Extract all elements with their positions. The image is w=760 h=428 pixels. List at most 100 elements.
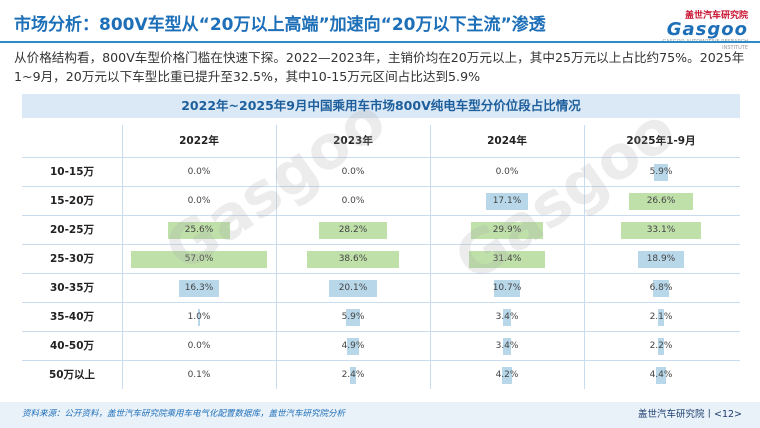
share-bar bbox=[655, 367, 667, 384]
data-cell: 4.9% bbox=[276, 332, 430, 361]
page-number: 盖世汽车研究院丨<12> bbox=[637, 409, 742, 420]
share-bar bbox=[658, 309, 664, 326]
table-row: 50万以上 0.1% 2.4% 4.2% 4.4% bbox=[22, 360, 740, 390]
data-cell: 31.4% bbox=[430, 245, 584, 274]
row-label: 30-35万 bbox=[49, 282, 95, 294]
data-cell: 5.9% bbox=[276, 303, 430, 332]
data-cell: 2.1% bbox=[584, 303, 738, 332]
column-divider bbox=[122, 125, 123, 389]
share-value: 17.1% bbox=[492, 196, 522, 206]
share-bar bbox=[501, 367, 513, 384]
data-cell: 16.3% bbox=[122, 274, 276, 303]
data-cell: 2.2% bbox=[584, 332, 738, 361]
share-value: 0.1% bbox=[187, 370, 211, 380]
share-value: 6.8% bbox=[649, 283, 673, 293]
share-bar bbox=[130, 251, 268, 268]
share-value: 0.0% bbox=[495, 167, 519, 177]
share-value: 57.0% bbox=[184, 254, 214, 264]
data-cell: 17.1% bbox=[430, 187, 584, 216]
data-cell: 4.2% bbox=[430, 361, 584, 390]
share-bar bbox=[350, 367, 356, 384]
table-row: 35-40万 1.0% 5.9% 3.4% 2.1% bbox=[22, 302, 740, 332]
data-cell: 2.4% bbox=[276, 361, 430, 390]
share-value: 2.1% bbox=[649, 312, 673, 322]
data-cell: 0.0% bbox=[276, 187, 430, 216]
table-title: 2022年~2025年9月中国乘用车市场800V纯电车型分价位段占比情况 bbox=[22, 94, 740, 118]
footer-bar bbox=[0, 402, 760, 428]
share-value: 4.4% bbox=[649, 370, 673, 380]
share-value: 28.2% bbox=[338, 225, 368, 235]
data-cell: 18.9% bbox=[584, 245, 738, 274]
data-cell: 0.0% bbox=[122, 332, 276, 361]
share-bar bbox=[471, 222, 543, 239]
data-cell: 20.1% bbox=[276, 274, 430, 303]
share-bar bbox=[621, 222, 701, 239]
share-bar bbox=[347, 338, 359, 355]
share-bar bbox=[306, 251, 400, 268]
share-value: 5.9% bbox=[341, 312, 365, 322]
share-value: 38.6% bbox=[338, 254, 368, 264]
share-value: 25.6% bbox=[184, 225, 214, 235]
table-row: 20-25万 25.6% 28.2% 29.9% 33.1% bbox=[22, 215, 740, 245]
share-bar bbox=[658, 338, 664, 355]
data-cell: 0.0% bbox=[122, 187, 276, 216]
share-value: 26.6% bbox=[646, 196, 676, 206]
share-bar bbox=[168, 222, 230, 239]
share-bar bbox=[494, 280, 520, 297]
share-bar bbox=[653, 164, 669, 181]
data-cell: 0.0% bbox=[276, 158, 430, 187]
share-value: 31.4% bbox=[492, 254, 522, 264]
row-label: 50万以上 bbox=[48, 369, 96, 381]
data-cell: 5.9% bbox=[584, 158, 738, 187]
data-cell: 6.8% bbox=[584, 274, 738, 303]
table-row: 10-15万 0.0% 0.0% 0.0% 5.9% bbox=[22, 157, 740, 187]
share-value: 0.0% bbox=[187, 196, 211, 206]
share-value: 10.7% bbox=[492, 283, 522, 293]
share-bar bbox=[319, 222, 387, 239]
data-cell: 57.0% bbox=[122, 245, 276, 274]
data-cell: 26.6% bbox=[584, 187, 738, 216]
share-bar bbox=[502, 309, 512, 326]
share-value: 5.9% bbox=[649, 167, 673, 177]
data-cell: 3.4% bbox=[430, 332, 584, 361]
column-header: 2022年 bbox=[179, 135, 219, 147]
row-label: 15-20万 bbox=[49, 195, 95, 207]
column-divider bbox=[430, 125, 431, 389]
intro-paragraph: 从价格结构看，800V车型价格门槛在快速下探。2022—2023年，主销价均在2… bbox=[14, 50, 745, 84]
data-cell: 0.1% bbox=[122, 361, 276, 390]
logo-wordmark: Gasgoo bbox=[666, 19, 748, 40]
title-divider bbox=[0, 41, 760, 43]
column-divider bbox=[276, 125, 277, 389]
share-value: 0.0% bbox=[187, 167, 211, 177]
column-header: 2024年 bbox=[487, 135, 527, 147]
share-bar bbox=[197, 309, 201, 326]
share-bar bbox=[469, 251, 545, 268]
gasgoo-logo: 盖世汽车研究院 Gasgoo GASGOO AUTOMOTIVE RESEARC… bbox=[656, 8, 748, 51]
share-value: 0.0% bbox=[341, 196, 365, 206]
data-cell: 29.9% bbox=[430, 216, 584, 245]
data-cell: 33.1% bbox=[584, 216, 738, 245]
share-value: 0.0% bbox=[341, 167, 365, 177]
data-cell: 1.0% bbox=[122, 303, 276, 332]
table-row: 15-20万 0.0% 0.0% 17.1% 26.6% bbox=[22, 186, 740, 216]
share-value: 29.9% bbox=[492, 225, 522, 235]
share-value: 0.0% bbox=[187, 341, 211, 351]
share-value: 2.2% bbox=[649, 341, 673, 351]
column-divider bbox=[584, 125, 585, 389]
share-value: 4.9% bbox=[341, 341, 365, 351]
share-bar bbox=[652, 280, 670, 297]
row-label: 35-40万 bbox=[49, 311, 95, 323]
data-cell: 38.6% bbox=[276, 245, 430, 274]
share-bar bbox=[502, 338, 512, 355]
share-value: 2.4% bbox=[341, 370, 365, 380]
share-value: 1.0% bbox=[187, 312, 211, 322]
data-cell: 3.4% bbox=[430, 303, 584, 332]
data-cell: 10.7% bbox=[430, 274, 584, 303]
page-title: 市场分析：800V车型从“20万以上高端”加速向“20万以下主流”渗透 bbox=[14, 15, 546, 35]
share-bar bbox=[345, 309, 361, 326]
data-cell: 0.0% bbox=[122, 158, 276, 187]
share-bar bbox=[638, 251, 684, 268]
share-value: 4.2% bbox=[495, 370, 519, 380]
share-value: 3.4% bbox=[495, 341, 519, 351]
data-cell: 4.4% bbox=[584, 361, 738, 390]
